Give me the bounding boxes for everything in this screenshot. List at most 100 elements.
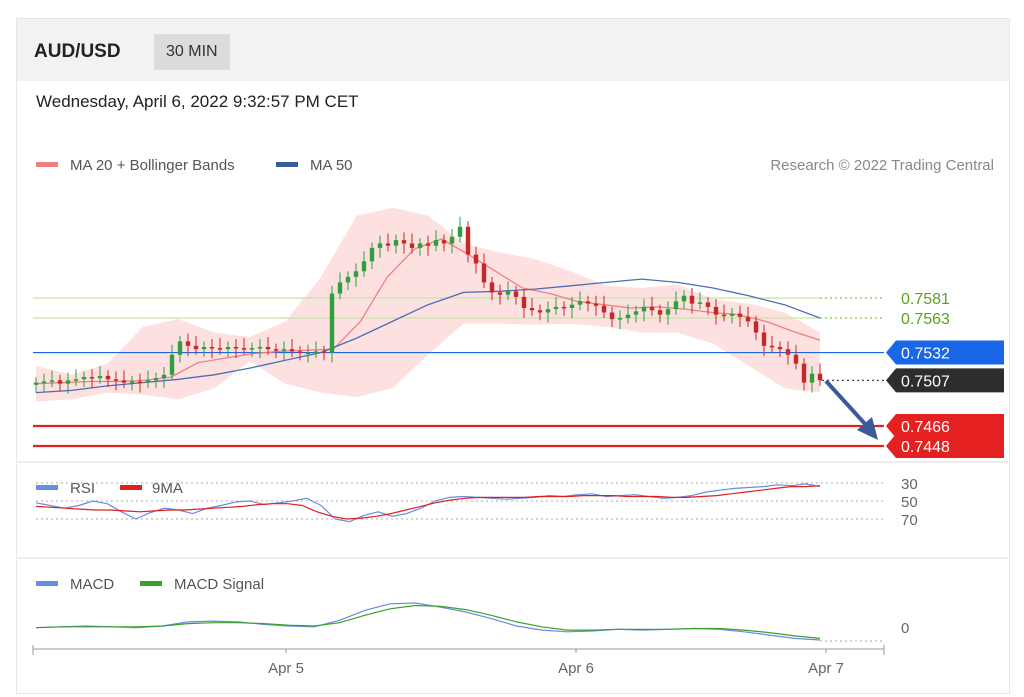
level-tag-0.7466 [886, 414, 1004, 438]
candle-body [785, 349, 791, 355]
candle-body [593, 303, 599, 306]
candle-body [353, 271, 359, 277]
chart-header: AUD/USD 30 MIN [17, 19, 1009, 81]
x-tick-label: Apr 7 [808, 660, 844, 677]
x-axis: Apr 5 Apr 6 Apr 7 [32, 645, 885, 677]
candle-body [385, 243, 391, 246]
candle-body [129, 381, 135, 383]
level-label-0.7581: 0.7581 [901, 291, 950, 308]
candle-body [641, 306, 647, 312]
candle-body [193, 345, 199, 350]
candle-body [625, 314, 631, 319]
macd-signal-line [35, 604, 821, 639]
research-credit: Research © 2022 Trading Central [770, 157, 994, 174]
ma20-legend-swatch [36, 162, 58, 167]
candle-body [225, 346, 231, 350]
macd-signal-legend-swatch [140, 581, 162, 586]
candle-body [465, 226, 471, 255]
candle-body [793, 354, 799, 364]
candle-body [201, 346, 207, 350]
candle-body [273, 349, 279, 351]
candle-body [777, 346, 783, 350]
candle-body [513, 291, 519, 297]
chart-datetime: Wednesday, April 6, 2022 9:32:57 PM CET [36, 92, 359, 111]
candle-body [449, 236, 455, 244]
candle-body [417, 243, 423, 248]
candle-body [73, 379, 79, 381]
candle-body [97, 375, 103, 379]
candle-body [601, 305, 607, 313]
candle-body [361, 261, 367, 272]
candle-body [753, 321, 759, 333]
candle-body [489, 282, 495, 293]
ma20-legend-label: MA 20 + Bollinger Bands [70, 157, 235, 174]
candle-body [289, 349, 295, 352]
level-label-0.7507: 0.7507 [901, 373, 950, 390]
candle-body [801, 363, 807, 383]
level-label-0.7563: 0.7563 [901, 311, 950, 328]
candle-body [617, 318, 623, 320]
candle-body [745, 316, 751, 322]
candle-body [473, 254, 479, 264]
candle-body [281, 349, 287, 351]
rsi-legend-label: RSI [70, 480, 95, 497]
candle-body [113, 379, 119, 381]
candle-body [633, 311, 639, 315]
candle-body [369, 247, 375, 262]
ma50-legend-swatch [276, 162, 298, 167]
candle-body [505, 291, 511, 295]
candle-body [657, 310, 663, 315]
candle-body [689, 295, 695, 304]
level-label-0.7448: 0.7448 [901, 439, 950, 456]
rsi-ma-legend-swatch [120, 485, 142, 490]
level-tag-0.7507 [886, 368, 1004, 393]
candle-body [81, 377, 87, 380]
candle-body [697, 302, 703, 304]
candle-body [257, 346, 263, 349]
candle-body [529, 308, 535, 311]
candle-body [169, 354, 175, 375]
ma50-line [35, 278, 821, 394]
macd-tick-0: 0 [901, 620, 909, 637]
macd-signal-legend-label: MACD Signal [174, 576, 264, 593]
candle-body [561, 306, 567, 309]
candle-body [377, 243, 383, 248]
candle-body [537, 310, 543, 313]
candle-body [713, 306, 719, 315]
candle-body [241, 348, 247, 350]
candle-body [817, 373, 823, 381]
candle-body [521, 296, 527, 309]
price-level-labels: 0.7581 0.7563 0.7532 0.7507 0.7466 0.7448 [886, 291, 1004, 459]
candle-body [329, 293, 335, 353]
candle-body [137, 381, 143, 383]
candle-body [609, 312, 615, 320]
rsi-legend-swatch [36, 485, 58, 490]
timeframe-button[interactable]: 30 MIN [154, 34, 230, 70]
price-levels [33, 297, 884, 448]
candle-body [481, 263, 487, 283]
rsi-ma-line [35, 485, 821, 520]
candle-body [577, 301, 583, 305]
candle-body [41, 381, 47, 383]
rsi-tick-50: 50 [901, 494, 918, 511]
candle-body [153, 378, 159, 381]
x-tick-label: Apr 6 [558, 660, 594, 677]
candle-body [497, 292, 503, 295]
candle-body [209, 346, 215, 349]
candle-body [33, 382, 39, 385]
candle-body [337, 282, 343, 294]
candle-body [409, 243, 415, 248]
candle-body [393, 240, 399, 246]
level-tag-0.7448 [886, 434, 1004, 459]
rsi-tick-30: 30 [901, 476, 918, 493]
candle-body [585, 301, 591, 304]
forecast-arrow [824, 379, 878, 440]
candle-body [49, 380, 55, 382]
candle-body [233, 346, 239, 349]
candle-body [57, 380, 63, 384]
candle-body [105, 375, 111, 380]
candle-body [809, 373, 815, 383]
candle-body [401, 240, 407, 244]
